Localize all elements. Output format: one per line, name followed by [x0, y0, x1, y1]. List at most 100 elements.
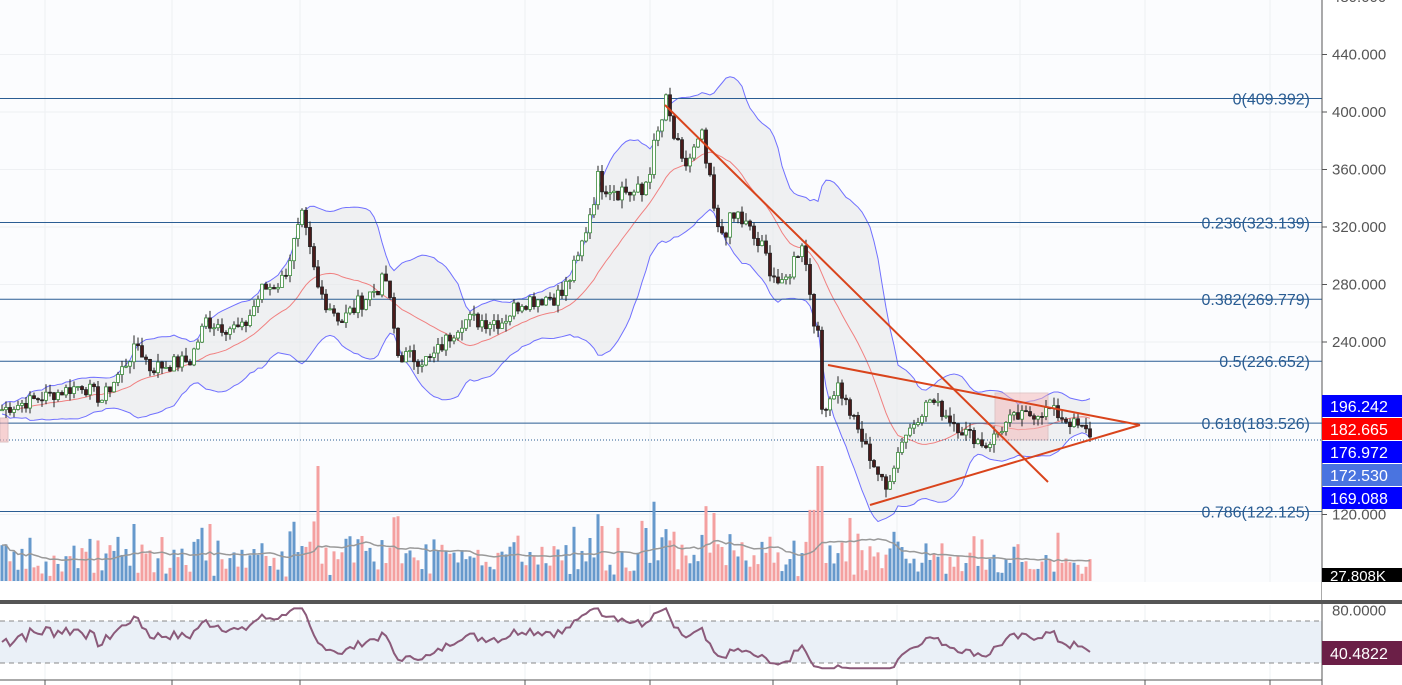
candle-up: [260, 283, 264, 300]
candle-up: [300, 209, 304, 225]
volume-bar: [188, 571, 192, 581]
volume-bar: [832, 563, 836, 581]
candle-up: [380, 273, 384, 296]
candle-down: [320, 286, 324, 295]
candle-up: [364, 299, 368, 310]
candle-down: [824, 408, 828, 411]
candle-up: [500, 322, 504, 329]
volume-bar: [196, 539, 200, 581]
candle-down: [796, 256, 800, 258]
candle-up: [488, 324, 492, 330]
candle-down: [284, 274, 288, 277]
candle-down: [1032, 415, 1036, 420]
candle-down: [144, 356, 148, 360]
volume-bar: [1004, 559, 1008, 581]
volume-bar: [276, 569, 280, 581]
volume-bar: [956, 556, 960, 581]
candle-down: [244, 321, 248, 326]
volume-bar: [32, 567, 36, 581]
volume-bar: [860, 550, 864, 581]
candle-up: [232, 324, 236, 330]
candle-down: [764, 240, 768, 254]
volume-bar: [772, 562, 776, 581]
volume-bar: [148, 550, 152, 581]
candle-down: [376, 290, 380, 296]
volume-bar: [76, 568, 80, 581]
volume-bar: [324, 547, 328, 581]
candle-down: [1076, 418, 1080, 426]
volume-bar: [516, 535, 520, 581]
volume-bar: [404, 553, 408, 581]
candle-up: [404, 351, 408, 363]
volume-bar: [284, 576, 288, 581]
candle-down: [932, 399, 936, 403]
volume-bar: [400, 563, 404, 581]
rsi-badge: [1322, 641, 1402, 665]
candle-down: [968, 428, 972, 431]
volume-bar: [172, 549, 176, 581]
volume-bar: [916, 571, 920, 581]
volume-bar: [740, 542, 744, 581]
volume-bar: [736, 556, 740, 581]
volume-bar: [192, 541, 196, 581]
candle-down: [160, 361, 164, 369]
volume-bar: [36, 565, 40, 581]
candle-up: [252, 306, 256, 316]
volume-average: [1, 538, 1091, 563]
candle-up: [736, 211, 740, 219]
volume-bar: [272, 557, 276, 581]
candle-down: [532, 296, 536, 307]
candle-up: [280, 274, 284, 288]
candle-up: [212, 327, 216, 330]
candle-up: [892, 467, 896, 482]
volume-bar: [1036, 568, 1040, 581]
volume-bar: [348, 536, 352, 581]
candle-down: [92, 383, 96, 388]
volume-bar: [536, 564, 540, 581]
candle-down: [152, 370, 156, 374]
volume-bar: [508, 546, 512, 581]
volume-bar: [776, 552, 780, 581]
volume-bar: [648, 562, 652, 581]
candle-down: [400, 355, 404, 363]
volume-bar: [460, 550, 464, 581]
candle-up: [192, 348, 196, 366]
candle-up: [268, 287, 272, 290]
volume-bar: [1052, 571, 1056, 581]
candle-down: [980, 439, 984, 447]
candle-down: [720, 226, 724, 234]
candle-down: [340, 320, 344, 323]
candle-down: [868, 443, 872, 461]
candle-up: [228, 328, 232, 335]
volume-bar: [564, 545, 568, 581]
volume-bar: [756, 564, 760, 581]
volume-bar: [664, 529, 668, 581]
volume-bar: [180, 548, 184, 581]
axis-label: 480.000: [1332, 0, 1386, 6]
candle-up: [644, 181, 648, 196]
price-badge-label: 176.972: [1330, 445, 1388, 462]
candle-down: [332, 308, 336, 314]
candle-up: [368, 291, 372, 301]
candle-up: [420, 364, 424, 367]
volume-bar: [300, 546, 304, 581]
volume-bar: [840, 542, 844, 581]
candle-down: [1028, 411, 1032, 417]
volume-bar: [20, 548, 24, 581]
candle-down: [136, 343, 140, 347]
candle-down: [524, 306, 528, 310]
volume-bar: [952, 566, 956, 581]
candle-down: [412, 350, 416, 363]
candle-down: [1064, 418, 1068, 423]
volume-bar: [504, 554, 508, 581]
volume-bar: [500, 551, 504, 581]
candle-up: [900, 441, 904, 453]
candle-up: [472, 313, 476, 316]
candle-up: [792, 256, 796, 278]
axis-label: 320.000: [1332, 219, 1386, 236]
volume-bar: [888, 548, 892, 581]
candle-up: [588, 214, 592, 234]
candle-up: [1000, 431, 1004, 434]
